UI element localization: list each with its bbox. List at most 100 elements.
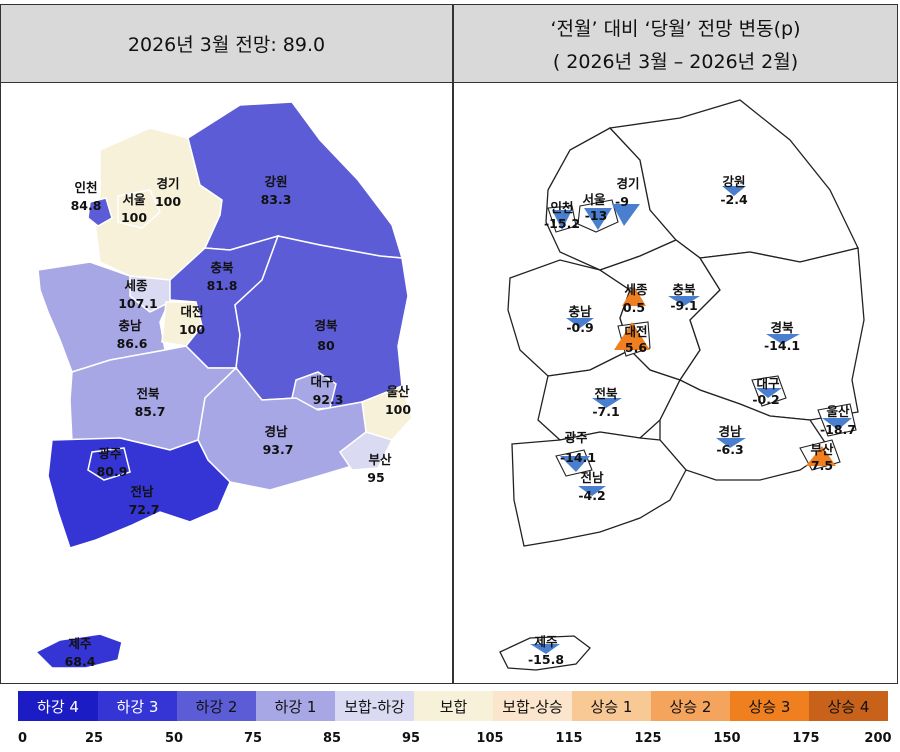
label-daejeon-name: 대전 <box>180 304 203 319</box>
change-label-gangwon-value: -2.4 <box>720 192 748 207</box>
down-arrow-chungbuk <box>668 296 700 306</box>
left-choropleth-map: 인천 84.8 경기 100 서울 100 강원 83.3 세종 107.1 충… <box>34 101 413 669</box>
change-label-daejeon-name: 대전 <box>624 324 647 339</box>
label-daegu-value: 92.3 <box>313 392 344 407</box>
label-gwangju-name: 광주 <box>98 446 122 461</box>
change-label-gwangju-value: -14.1 <box>560 450 596 465</box>
legend-label: 하강 1 <box>274 697 317 716</box>
table-frame <box>0 4 898 684</box>
change-label-chungnam-value: -0.9 <box>566 320 593 335</box>
right-title-line1: ‘전월’ 대비 ‘당월’ 전망 변동(p) <box>550 17 801 40</box>
change-label-seoul-name: 서울 <box>582 192 606 207</box>
up-arrow-sejong <box>622 286 646 306</box>
down-arrow-seoul <box>584 208 612 230</box>
down-arrow-jeonbuk <box>592 398 622 408</box>
legend-item-increase-1: 상승 1 <box>572 691 651 721</box>
label-daejeon-value: 100 <box>179 322 205 337</box>
map-region-sejong <box>129 275 171 313</box>
label-sejong-value: 107.1 <box>118 296 158 311</box>
legend-item-increase-3: 상승 3 <box>730 691 809 721</box>
legend-label: 보합-상승 <box>502 697 563 716</box>
label-ulsan-name: 울산 <box>386 384 410 399</box>
change-label-jeonbuk-name: 전북 <box>594 386 618 401</box>
legend-item-decrease-1: 하강 1 <box>256 691 335 721</box>
right-title-line2: ( 2026년 3월 – 2026년 2월) <box>552 50 799 73</box>
down-arrow-gangwon <box>722 186 746 196</box>
change-label-daegu-name: 대구 <box>756 376 780 391</box>
down-arrow-gwangju <box>560 456 590 472</box>
label-jeju-value: 68.4 <box>65 654 96 669</box>
left-header: 2026년 3월 전망: 89.0 <box>1 5 452 83</box>
change-label-sejong-value: 0.5 <box>623 300 645 315</box>
legend-tick: 175 <box>792 731 820 746</box>
change-label-chungnam-name: 충남 <box>568 304 592 319</box>
map-region-gangwon <box>187 101 404 259</box>
legend-label: 보합-하강 <box>344 697 405 716</box>
down-arrow-chungnam <box>566 318 594 328</box>
down-arrow-jeonnam <box>578 486 606 496</box>
legend-label: 하강 4 <box>37 697 79 716</box>
label-jeonbuk-value: 85.7 <box>135 404 166 419</box>
label-gyeongnam-value: 93.7 <box>263 442 294 457</box>
legend-label: 하강 2 <box>195 697 238 716</box>
legend-tick: 115 <box>555 731 583 746</box>
map-region-busan <box>338 431 394 471</box>
legend-tick: 85 <box>322 731 342 746</box>
label-jeonnam-name: 전남 <box>130 484 154 499</box>
change-label-gyeongbuk-name: 경북 <box>770 320 794 335</box>
up-arrow-busan <box>806 446 836 466</box>
change-label-gyeonggi-name: 경기 <box>616 176 639 191</box>
change-label-gyeongnam-value: -6.3 <box>716 442 743 457</box>
down-arrow-gyeongnam <box>716 438 746 448</box>
change-label-jeonbuk-value: -7.1 <box>592 404 619 419</box>
change-label-incheon-value: -15.2 <box>544 216 580 231</box>
label-seoul-value: 100 <box>121 210 147 225</box>
legend-item-increase-4: 상승 4 <box>809 691 888 721</box>
label-sejong-name: 세종 <box>124 278 148 293</box>
down-arrow-ulsan <box>822 418 852 430</box>
label-jeonnam-value: 72.7 <box>129 502 160 517</box>
change-label-sejong-name: 세종 <box>624 282 648 297</box>
label-busan-value: 95 <box>367 470 384 485</box>
label-chungbuk-value: 81.8 <box>207 278 238 293</box>
legend-label: 하강 3 <box>116 697 159 716</box>
legend-item-decrease-2: 하강 2 <box>177 691 256 721</box>
legend-tick: 95 <box>401 731 421 746</box>
legend-tick: 0 <box>18 731 28 746</box>
right-header: ‘전월’ 대비 ‘당월’ 전망 변동(p) ( 2026년 3월 – 2026년… <box>454 5 897 83</box>
change-label-incheon-name: 인천 <box>550 200 573 215</box>
down-arrow-daegu <box>756 388 782 398</box>
legend-tick: 150 <box>713 731 741 746</box>
map-region-gwangju <box>87 447 131 481</box>
change-label-jeju-name: 제주 <box>534 634 558 649</box>
change-label-gangwon-name: 강원 <box>722 174 745 189</box>
change-label-gyeongbuk-value: -14.1 <box>764 338 800 353</box>
color-legend: 하강 4 하강 3 하강 2 하강 1 보합-하강 보합 보합-상승 상승 1 … <box>18 691 888 721</box>
up-arrow-daejeon <box>614 322 650 350</box>
label-chungnam-name: 충남 <box>118 318 142 333</box>
legend-label: 보합 <box>439 697 468 716</box>
map-region-seoul <box>117 189 161 229</box>
change-label-daejeon-value: 5.6 <box>625 340 647 355</box>
column-divider <box>452 4 454 684</box>
label-gyeongbuk-name: 경북 <box>314 318 338 333</box>
legend-tick: 105 <box>476 731 504 746</box>
legend-item-decrease-3: 하강 3 <box>98 691 177 721</box>
label-jeonbuk-name: 전북 <box>136 386 160 401</box>
legend-item-flat-increase: 보합-상승 <box>493 691 572 721</box>
change-label-busan-name: 부산 <box>810 442 834 457</box>
legend-item-flat: 보합 <box>414 691 493 721</box>
legend-scale: 0 25 50 75 85 95 105 115 125 150 175 200 <box>0 731 900 749</box>
legend-label: 상승 2 <box>669 697 712 716</box>
label-gyeonggi-value: 100 <box>155 194 181 209</box>
label-daegu-name: 대구 <box>310 374 334 389</box>
label-incheon-name: 인천 <box>74 180 97 195</box>
legend-item-flat-decrease: 보합-하강 <box>335 691 414 721</box>
legend-label: 상승 4 <box>827 697 870 716</box>
legend-item-decrease-4: 하강 4 <box>18 691 98 721</box>
change-label-jeonnam-name: 전남 <box>580 470 604 485</box>
label-gyeonggi-name: 경기 <box>156 176 179 191</box>
label-incheon-value: 84.8 <box>71 198 102 213</box>
right-change-map: 경기 -9 강원 -2.4 인천 -15.2 서울 -13 세종 0.5 충북 … <box>499 99 865 671</box>
change-label-ulsan-name: 울산 <box>826 404 850 419</box>
